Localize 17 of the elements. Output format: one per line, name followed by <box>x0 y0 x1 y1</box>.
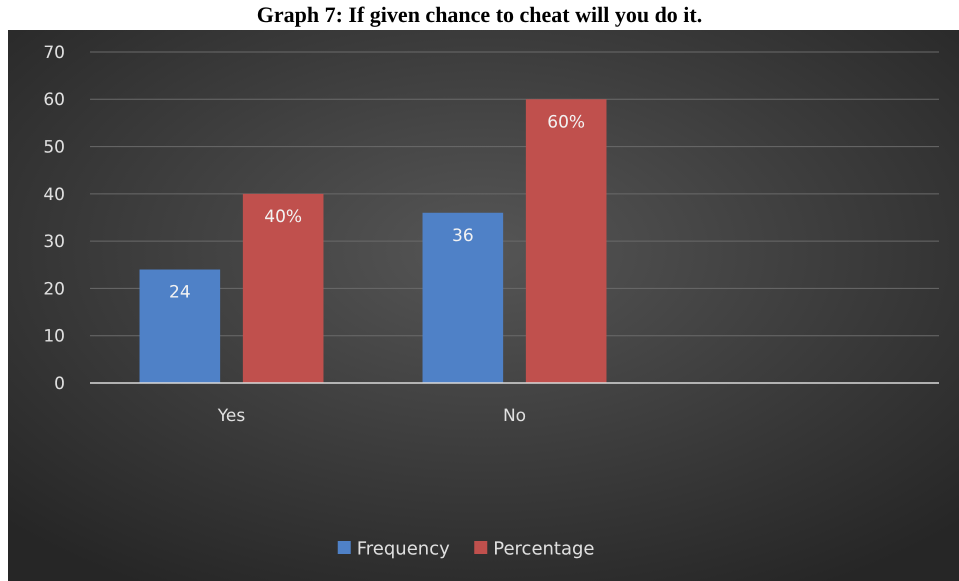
y-tick-label: 30 <box>43 232 65 252</box>
x-tick-label: No <box>502 406 526 426</box>
y-tick-label: 70 <box>43 42 65 63</box>
y-tick-label: 50 <box>43 138 65 158</box>
chart-title: Graph 7: If given chance to cheat will you do it. <box>256 2 702 27</box>
legend-label: Percentage <box>493 538 595 560</box>
y-tick-label: 10 <box>43 326 65 347</box>
data-label: 40% <box>264 206 302 227</box>
y-tick-label: 40 <box>43 184 65 205</box>
legend-label: Frequency <box>356 538 450 560</box>
y-tick-label: 60 <box>43 90 65 110</box>
y-tick-label: 0 <box>54 374 65 394</box>
y-tick-label: 20 <box>43 279 65 300</box>
x-tick-label: Yes <box>216 406 246 426</box>
data-label: 60% <box>547 112 586 132</box>
data-label: 36 <box>452 226 474 246</box>
data-label: 24 <box>169 282 191 303</box>
